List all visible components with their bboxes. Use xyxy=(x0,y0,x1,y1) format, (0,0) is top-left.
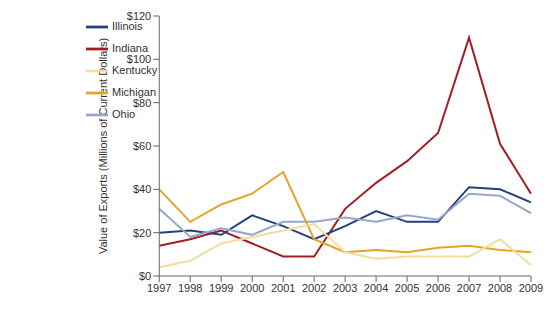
html-text:Illinois: Illinois xyxy=(112,19,143,32)
svg-text:2005: 2005 xyxy=(395,282,419,294)
svg-text:$20: $20 xyxy=(133,227,151,239)
svg-text:$0: $0 xyxy=(139,270,151,282)
svg-text:1998: 1998 xyxy=(178,282,202,294)
svg-text:2007: 2007 xyxy=(457,282,481,294)
html-text:Kentucky: Kentucky xyxy=(112,63,158,76)
svg-text:$80: $80 xyxy=(133,97,151,109)
svg-text:2001: 2001 xyxy=(271,282,295,294)
html-text:Indiana: Indiana xyxy=(112,41,149,54)
svg-text:2000: 2000 xyxy=(240,282,264,294)
svg-text:$60: $60 xyxy=(133,140,151,152)
html-text:Ohio: Ohio xyxy=(112,107,136,120)
svg-text:Value of Exports (Millions of: Value of Exports (Millions of Current Do… xyxy=(97,38,109,254)
svg-text:2008: 2008 xyxy=(488,282,512,294)
svg-text:2004: 2004 xyxy=(364,282,388,294)
svg-text:$40: $40 xyxy=(133,183,151,195)
svg-text:1999: 1999 xyxy=(209,282,233,294)
svg-text:2003: 2003 xyxy=(333,282,357,294)
svg-text:$120: $120 xyxy=(127,10,151,22)
html-text:Michigan: Michigan xyxy=(112,85,156,98)
svg-text:$100: $100 xyxy=(127,53,151,65)
svg-text:2009: 2009 xyxy=(519,282,543,294)
svg-text:2002: 2002 xyxy=(302,282,326,294)
svg-text:2006: 2006 xyxy=(426,282,450,294)
svg-text:1997: 1997 xyxy=(147,282,171,294)
